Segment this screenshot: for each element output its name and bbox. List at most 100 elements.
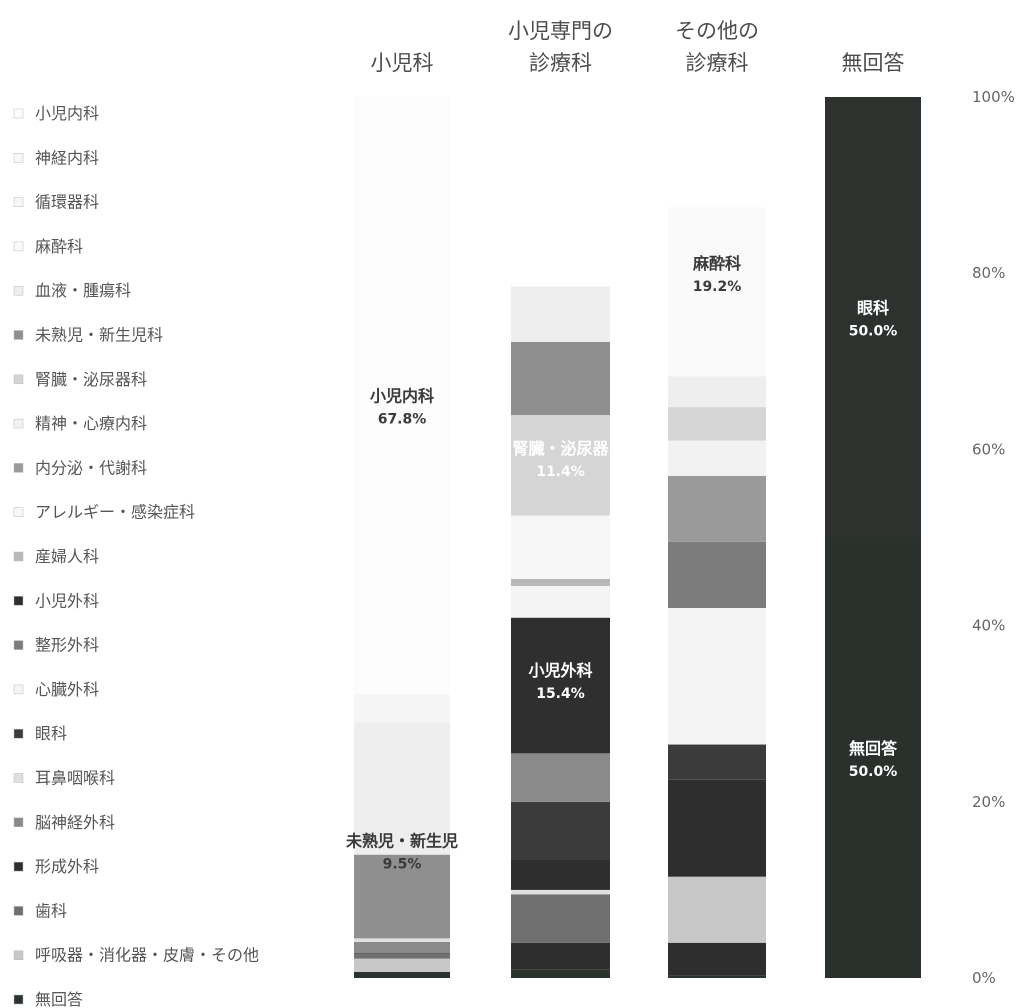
annotation-value-0: 9.5% bbox=[383, 856, 422, 872]
legend-label-6: 腎臓・泌尿器科 bbox=[35, 370, 147, 389]
annotation-label-3: 腎臓・泌尿器 bbox=[512, 439, 609, 458]
bar-segment-2-5-心臓外科 bbox=[668, 607, 766, 745]
bar-segment-1-7-小児外科 bbox=[511, 617, 610, 754]
legend-swatch-4 bbox=[13, 285, 24, 296]
bar-segment-1-12-未熟児-新生児科 bbox=[511, 341, 610, 416]
y-axis: 0% 20% 40% 60% 80% 100% bbox=[972, 88, 1015, 987]
legend-swatch-18 bbox=[13, 906, 24, 916]
annotation-label-6: 眼科 bbox=[857, 298, 889, 317]
column-header-2-line-1: 診療科 bbox=[686, 51, 749, 75]
bar-segment-2-0-無回答 bbox=[668, 975, 766, 978]
legend-label-17: 形成外科 bbox=[35, 857, 99, 876]
legend-swatch-3 bbox=[13, 241, 24, 252]
bar-segment-1-3-耳鼻咽喉科 bbox=[511, 889, 610, 895]
legend-label-7: 精神・心療内科 bbox=[35, 414, 147, 433]
bar-segment-2-12-空白 bbox=[668, 97, 766, 208]
legend-label-20: 無回答 bbox=[35, 990, 83, 1008]
legend-label-11: 小児外科 bbox=[35, 591, 99, 610]
legend-swatch-14 bbox=[13, 728, 24, 739]
bar-segment-0-9-小児内科 bbox=[354, 97, 450, 695]
bar-segment-1-6-脳神経外科 bbox=[511, 753, 610, 802]
y-tick-label-3: 60% bbox=[972, 440, 1005, 458]
bar-segment-2-3-形成外科 bbox=[668, 779, 766, 877]
legend-label-8: 内分泌・代謝科 bbox=[35, 458, 147, 477]
legend-swatch-13 bbox=[13, 684, 24, 695]
y-tick-label-4: 80% bbox=[972, 264, 1005, 282]
bar-segment-3-1-眼科 bbox=[825, 97, 921, 538]
legend-swatch-9 bbox=[13, 507, 24, 517]
bar-segment-0-3-形成外科 bbox=[354, 953, 450, 955]
legend-swatch-10 bbox=[13, 551, 24, 562]
annotation-label-1: 小児内科 bbox=[370, 386, 434, 405]
legend: 小児内科神経内科循環器科麻酔科血液・腫瘍科未熟児・新生児科腎臓・泌尿器科精神・心… bbox=[13, 104, 259, 1008]
legend-label-18: 歯科 bbox=[35, 901, 67, 920]
bar-segment-2-9-腎臓-泌尿器科 bbox=[668, 407, 766, 441]
bars bbox=[354, 97, 921, 978]
legend-label-1: 神経内科 bbox=[35, 148, 99, 167]
legend-swatch-17 bbox=[13, 861, 24, 872]
legend-swatch-5 bbox=[13, 330, 24, 340]
column-header-3-line-0: 無回答 bbox=[842, 51, 905, 75]
legend-label-16: 脳神経外科 bbox=[35, 813, 115, 832]
legend-swatch-6 bbox=[13, 374, 24, 385]
legend-swatch-0 bbox=[13, 108, 24, 119]
bar-segment-2-7-内分泌-代謝科 bbox=[668, 475, 766, 542]
bar-segment-0-4-脳神経外科 bbox=[354, 941, 450, 954]
column-header-2-line-0: その他の bbox=[675, 19, 759, 43]
bar-segment-1-14-空白 bbox=[511, 97, 610, 287]
legend-swatch-15 bbox=[13, 773, 24, 783]
y-tick-label-0: 0% bbox=[972, 969, 996, 987]
legend-swatch-12 bbox=[13, 640, 24, 650]
bar-segment-0-7-血液-腫瘍科 bbox=[354, 722, 450, 855]
legend-label-13: 心臓外科 bbox=[35, 680, 99, 699]
legend-swatch-16 bbox=[13, 817, 24, 828]
legend-label-5: 未熟児・新生児科 bbox=[35, 326, 163, 345]
annotation-label-4: 麻酔科 bbox=[692, 254, 741, 273]
y-tick-label-2: 40% bbox=[972, 617, 1005, 635]
bar-segment-3-0-無回答 bbox=[825, 537, 921, 978]
bar-segment-1-13-血液-腫瘍科 bbox=[511, 286, 610, 342]
legend-label-10: 産婦人科 bbox=[35, 547, 99, 566]
bar-segment-0-6-未熟児-新生児科 bbox=[354, 854, 450, 939]
bar-segment-1-4-形成外科 bbox=[511, 859, 610, 890]
bar-segment-1-1-形成外科 bbox=[511, 942, 610, 970]
legend-label-2: 循環器科 bbox=[35, 193, 99, 212]
bar-segment-0-5-耳鼻咽喉科 bbox=[354, 938, 450, 942]
bar-segment-0-0-無回答 bbox=[354, 971, 450, 978]
legend-swatch-19 bbox=[13, 950, 24, 960]
column-header-0-line-0: 小児科 bbox=[371, 51, 434, 75]
bar-segment-0-2-歯科 bbox=[354, 954, 450, 959]
y-tick-label-5: 100% bbox=[972, 88, 1015, 106]
annotations: 未熟児・新生児 9.5% 小児内科 67.8% 小児外科 15.4% 腎臓・泌尿器 11.4%… bbox=[345, 254, 898, 872]
bar-segment-0-1-呼吸器-消化器-皮膚-その他 bbox=[354, 958, 450, 972]
bar-segment-1-2-歯科 bbox=[511, 894, 610, 943]
bar-segment-2-8-精神-心療内科 bbox=[668, 440, 766, 476]
legend-label-9: アレルギー・感染症科 bbox=[35, 503, 195, 522]
legend-label-4: 血液・腫瘍科 bbox=[35, 281, 131, 300]
bar-segment-1-9-産婦人科 bbox=[511, 578, 610, 586]
annotation-value-4: 19.2% bbox=[693, 279, 742, 295]
bar-segment-2-1-形成外科 bbox=[668, 942, 766, 976]
annotation-label-5: 無回答 bbox=[849, 739, 898, 758]
annotation-value-2: 15.4% bbox=[536, 686, 585, 702]
legend-swatch-11 bbox=[13, 596, 24, 606]
column-header-1-line-1: 診療科 bbox=[529, 51, 592, 75]
bar-segment-1-11-腎臓-泌尿器科 bbox=[511, 415, 610, 516]
legend-label-19: 呼吸器・消化器・皮膚・その他 bbox=[35, 946, 259, 965]
annotation-label-0: 未熟児・新生児 bbox=[345, 831, 458, 850]
legend-swatch-2 bbox=[13, 197, 24, 207]
legend-swatch-8 bbox=[13, 463, 24, 473]
legend-label-12: 整形外科 bbox=[35, 636, 99, 655]
annotation-label-2: 小児外科 bbox=[528, 661, 592, 680]
bar-segment-1-5-眼科 bbox=[511, 801, 610, 860]
legend-label-0: 小児内科 bbox=[35, 104, 99, 123]
annotation-value-6: 50.0% bbox=[849, 323, 898, 339]
column-header-1-line-0: 小児専門の bbox=[508, 19, 613, 43]
legend-swatch-7 bbox=[13, 418, 24, 429]
bar-segment-0-8-その他 bbox=[354, 694, 450, 723]
legend-label-15: 耳鼻咽喉科 bbox=[35, 769, 115, 788]
bar-segment-2-6-整形外科 bbox=[668, 541, 766, 608]
legend-swatch-1 bbox=[13, 153, 24, 163]
